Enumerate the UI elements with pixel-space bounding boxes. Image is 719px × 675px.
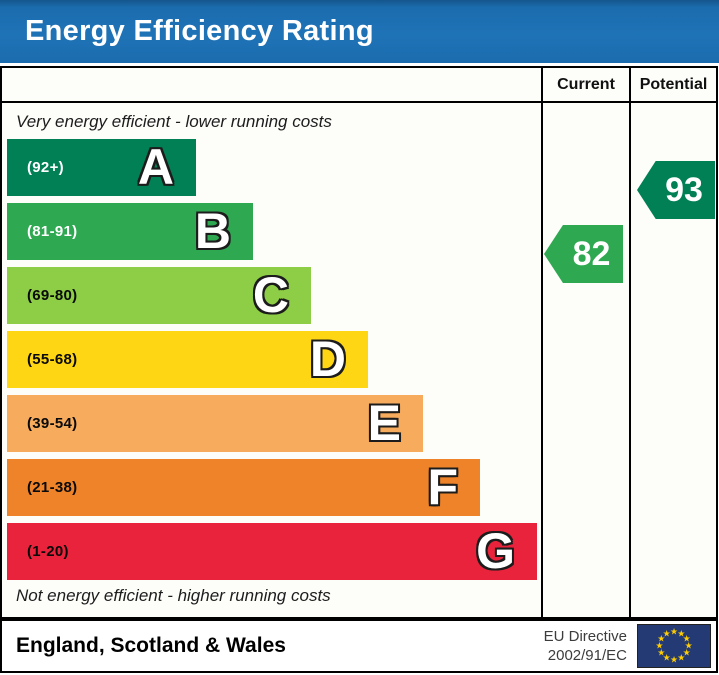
band-b: (81-91) B: [7, 202, 253, 260]
header-row-divider: [2, 101, 716, 103]
top-note: Very energy efficient - lower running co…: [16, 112, 332, 131]
eu-directive-group: EU Directive 2002/91/EC ★ ★ ★ ★ ★ ★ ★ ★ ★ ★ ★ ★: [544, 624, 711, 668]
band-letter: G: [475, 522, 516, 580]
eu-flag-star: ★: [682, 633, 691, 644]
band-g: (1-20) G: [7, 522, 537, 580]
eu-flag-star: ★: [655, 640, 664, 651]
rating-table: Current Potential Very energy efficient …: [0, 66, 718, 619]
eu-flag-icon: ★ ★ ★ ★ ★ ★ ★ ★ ★ ★ ★ ★: [637, 624, 711, 668]
eu-flag-star: ★: [669, 654, 679, 665]
band-f: (21-38) F: [7, 458, 480, 516]
current-column-divider: [541, 68, 543, 617]
eu-flag-star: ★: [677, 628, 686, 639]
current-rating-value: 82: [572, 234, 611, 273]
column-header-potential: Potential: [639, 75, 708, 93]
eu-flag-star: ★: [662, 652, 671, 663]
potential-rating-arrow: 93: [637, 161, 715, 219]
band-c: (69-80) C: [7, 266, 311, 324]
eu-flag-star: ★: [682, 647, 691, 658]
eu-directive-line1: EU Directive: [543, 627, 627, 645]
band-a: (92+) A: [7, 138, 196, 196]
band-range-label: (55-68): [27, 351, 78, 368]
band-letter: B: [194, 202, 232, 260]
title-bar: Energy Efficiency Rating: [0, 0, 719, 63]
bottom-note: Not energy efficient - higher running co…: [16, 586, 331, 605]
eu-flag-star: ★: [662, 628, 671, 639]
band-range-label: (92+): [27, 159, 64, 176]
eu-directive-label: EU Directive 2002/91/EC: [544, 627, 627, 666]
column-header-current: Current: [557, 75, 615, 93]
eu-flag-star: ★: [677, 652, 686, 663]
eu-flag-star: ★: [657, 647, 666, 658]
eu-flag-star: ★: [669, 626, 679, 637]
band-range-label: (81-91): [27, 223, 78, 240]
band-range-label: (1-20): [27, 543, 69, 560]
eu-flag-star: ★: [684, 640, 693, 651]
footer-bar: England, Scotland & Wales EU Directive 2…: [0, 619, 718, 673]
band-range-label: (21-38): [27, 479, 78, 496]
region-label: England, Scotland & Wales: [16, 634, 286, 657]
band-letter: E: [367, 394, 402, 452]
potential-rating-value: 93: [665, 170, 703, 209]
band-e: (39-54) E: [7, 394, 423, 452]
band-d: (55-68) D: [7, 330, 368, 388]
band-letter: F: [426, 458, 459, 516]
eu-directive-line2: 2002/91/EC: [547, 647, 627, 664]
page-title: Energy Efficiency Rating: [25, 15, 374, 47]
potential-column-divider: [629, 68, 631, 617]
band-range-label: (39-54): [27, 415, 78, 432]
band-letter: D: [309, 330, 347, 388]
band-range-label: (69-80): [27, 287, 78, 304]
current-rating-arrow: 82: [544, 225, 623, 283]
band-letter: C: [252, 266, 290, 324]
eu-flag-star: ★: [657, 633, 666, 644]
band-letter: A: [137, 138, 175, 196]
